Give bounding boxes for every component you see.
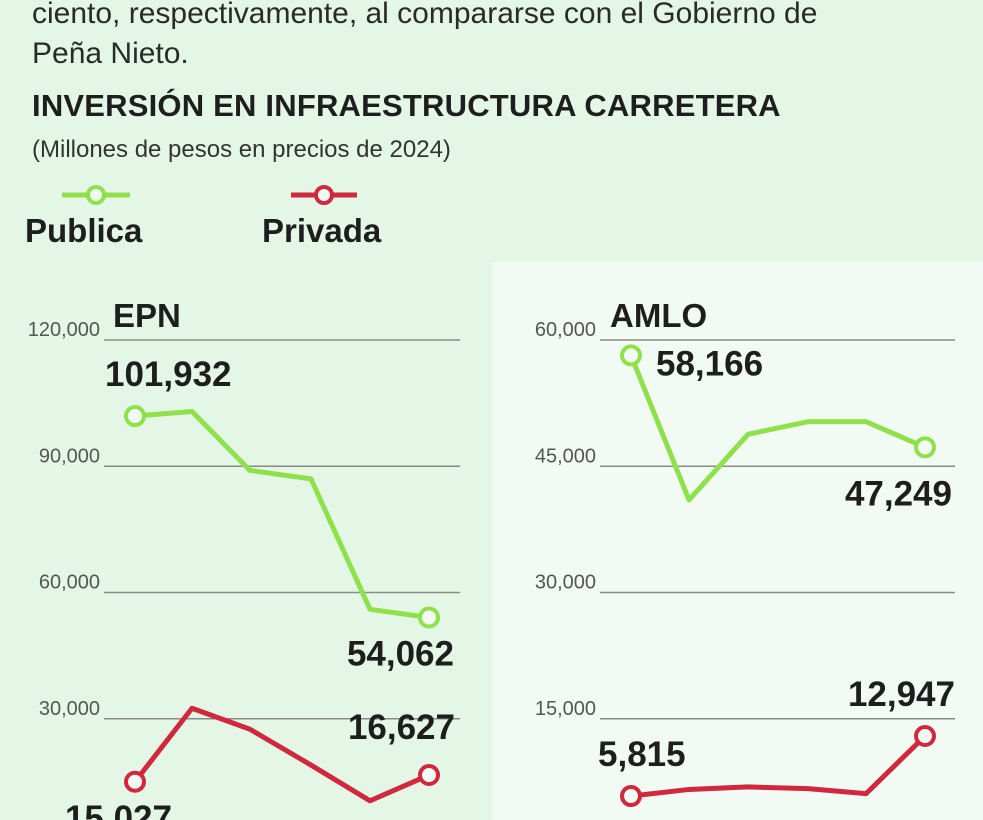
amlo-publica-point: [914, 436, 936, 459]
epn-data-label: 16,627: [348, 708, 455, 747]
amlo-data-label: 5,815: [598, 735, 686, 774]
epn-data-label: 101,932: [105, 355, 232, 394]
amlo-publica-point: [620, 344, 642, 367]
legend-marker-publica: [62, 185, 130, 205]
legend-dot-publica: [86, 185, 106, 205]
epn-y-tick-label: 30,000: [39, 698, 100, 720]
chart-subtitle: (Millones de pesos en precios de 2024): [32, 136, 451, 163]
amlo-chart: 15,000 30,000 45,000 60,000 AMLO 58,166 47,249…: [535, 297, 955, 808]
amlo-data-label: 47,249: [845, 474, 952, 513]
amlo-y-tick-label: 15,000: [535, 698, 596, 720]
legend-markers: [62, 185, 357, 205]
amlo-publica-line: [628, 352, 928, 503]
amlo-y-tick-label: 30,000: [535, 572, 596, 594]
amlo-y-tick-label: 60,000: [535, 319, 596, 341]
intro-line-2: Peña Nieto.: [32, 37, 189, 70]
amlo-panel-background: [492, 262, 983, 820]
epn-chart: 30,000 60,000 90,000 120,000 EPN 101,932 54,06…: [28, 297, 460, 820]
amlo-privada-line: [628, 733, 928, 799]
legend-dot-privada: [314, 185, 334, 205]
amlo-panel-title: AMLO: [610, 297, 707, 334]
intro-text: ciento, respectivamente, al compararse c…: [32, 0, 972, 74]
epn-privada-point: [124, 770, 146, 793]
epn-y-tick-label: 90,000: [39, 445, 100, 467]
epn-data-label: 54,062: [347, 634, 454, 673]
epn-privada-line: [132, 705, 432, 804]
amlo-y-tick-label: 45,000: [535, 445, 596, 467]
epn-privada-point: [418, 764, 440, 787]
amlo-privada-point: [914, 725, 936, 748]
epn-publica-point: [418, 606, 440, 629]
legend-label-publica: Publica: [25, 212, 143, 249]
legend-marker-privada: [291, 185, 357, 205]
legend-label-privada: Privada: [262, 212, 382, 249]
amlo-data-label: 58,166: [656, 344, 763, 383]
amlo-privada-point: [620, 785, 642, 808]
epn-y-tick-label: 120,000: [28, 319, 100, 341]
epn-publica-point: [124, 405, 146, 428]
amlo-data-label: 12,947: [848, 675, 955, 714]
epn-data-label: 15,027: [65, 799, 172, 820]
epn-publica-line: [132, 409, 432, 620]
intro-line-1: ciento, respectivamente, al compararse c…: [32, 0, 818, 30]
epn-panel-title: EPN: [113, 297, 181, 334]
chart-title: INVERSIÓN EN INFRAESTRUCTURA CARRETERA: [32, 88, 781, 123]
epn-y-tick-label: 60,000: [39, 572, 100, 594]
